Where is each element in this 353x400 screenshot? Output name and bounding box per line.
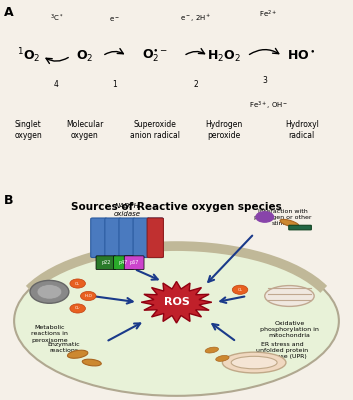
FancyBboxPatch shape	[289, 225, 311, 230]
Ellipse shape	[67, 350, 88, 358]
Circle shape	[232, 285, 248, 294]
Text: O$_2$: O$_2$	[76, 48, 94, 64]
Ellipse shape	[222, 352, 286, 373]
Text: NADPH
oxidase: NADPH oxidase	[114, 204, 140, 217]
FancyBboxPatch shape	[147, 218, 163, 258]
Circle shape	[37, 284, 62, 299]
Text: Singlet
oxygen: Singlet oxygen	[14, 120, 42, 140]
Ellipse shape	[231, 356, 277, 369]
Text: Molecular
oxygen: Molecular oxygen	[66, 120, 103, 140]
Text: O$_2^{\bullet -}$: O$_2^{\bullet -}$	[142, 48, 168, 64]
Text: HO$^\bullet$: HO$^\bullet$	[287, 50, 316, 62]
Ellipse shape	[14, 246, 339, 396]
Text: $^1$O$_2$: $^1$O$_2$	[17, 47, 40, 65]
Text: H$_2$O$_2$: H$_2$O$_2$	[207, 48, 241, 64]
Text: p67: p67	[130, 260, 139, 265]
Text: O₂: O₂	[238, 288, 243, 292]
Text: Enzymatic
reactions: Enzymatic reactions	[47, 342, 80, 353]
Text: Fe$^{2+}$: Fe$^{2+}$	[259, 9, 277, 20]
Circle shape	[30, 280, 69, 303]
Ellipse shape	[216, 356, 229, 361]
Text: p47: p47	[119, 260, 128, 265]
Ellipse shape	[265, 286, 314, 306]
Text: Interaction with
pathogen or other
stimuli: Interaction with pathogen or other stimu…	[254, 209, 311, 226]
Text: e$^-$: e$^-$	[109, 15, 120, 24]
Text: B: B	[4, 194, 13, 207]
Ellipse shape	[280, 219, 299, 227]
Text: 1: 1	[112, 80, 117, 89]
Text: Hydrogen
peroxide: Hydrogen peroxide	[205, 120, 243, 140]
Text: Hydroxyl
radical: Hydroxyl radical	[285, 120, 319, 140]
Text: A: A	[4, 6, 13, 19]
Text: Fe$^{3+}$, OH$^-$: Fe$^{3+}$, OH$^-$	[249, 100, 288, 112]
Circle shape	[70, 279, 85, 288]
Ellipse shape	[205, 347, 219, 353]
Circle shape	[256, 212, 274, 222]
Text: Sources of Reactive oxygen species: Sources of Reactive oxygen species	[71, 202, 282, 212]
Text: Oxidative
phosphorylation in
mitochondria: Oxidative phosphorylation in mitochondri…	[260, 321, 319, 338]
FancyBboxPatch shape	[105, 218, 121, 258]
Text: Superoxide
anion radical: Superoxide anion radical	[130, 120, 180, 140]
Text: ROS: ROS	[163, 297, 190, 307]
Text: 4: 4	[54, 80, 59, 89]
Text: ER stress and
unfolded protein
response (UPR): ER stress and unfolded protein response …	[256, 342, 309, 359]
FancyBboxPatch shape	[114, 256, 133, 270]
Text: Metabolic
reactions in
peroxisome: Metabolic reactions in peroxisome	[31, 325, 68, 342]
Text: 3: 3	[262, 76, 267, 85]
Text: e$^-$, 2H$^+$: e$^-$, 2H$^+$	[180, 13, 212, 24]
FancyBboxPatch shape	[96, 256, 116, 270]
Text: $^3$C$^*$: $^3$C$^*$	[50, 13, 63, 24]
FancyBboxPatch shape	[124, 256, 144, 270]
Text: p22: p22	[101, 260, 110, 265]
FancyBboxPatch shape	[91, 218, 107, 258]
Text: O₂: O₂	[75, 282, 80, 286]
FancyBboxPatch shape	[119, 218, 135, 258]
Text: O₂·: O₂·	[74, 306, 81, 310]
Ellipse shape	[82, 359, 101, 366]
Text: H₂O: H₂O	[84, 294, 92, 298]
FancyBboxPatch shape	[147, 218, 163, 258]
FancyBboxPatch shape	[133, 218, 149, 258]
Text: 2: 2	[193, 80, 198, 89]
Polygon shape	[141, 282, 212, 323]
Circle shape	[70, 304, 85, 313]
Circle shape	[80, 292, 96, 300]
